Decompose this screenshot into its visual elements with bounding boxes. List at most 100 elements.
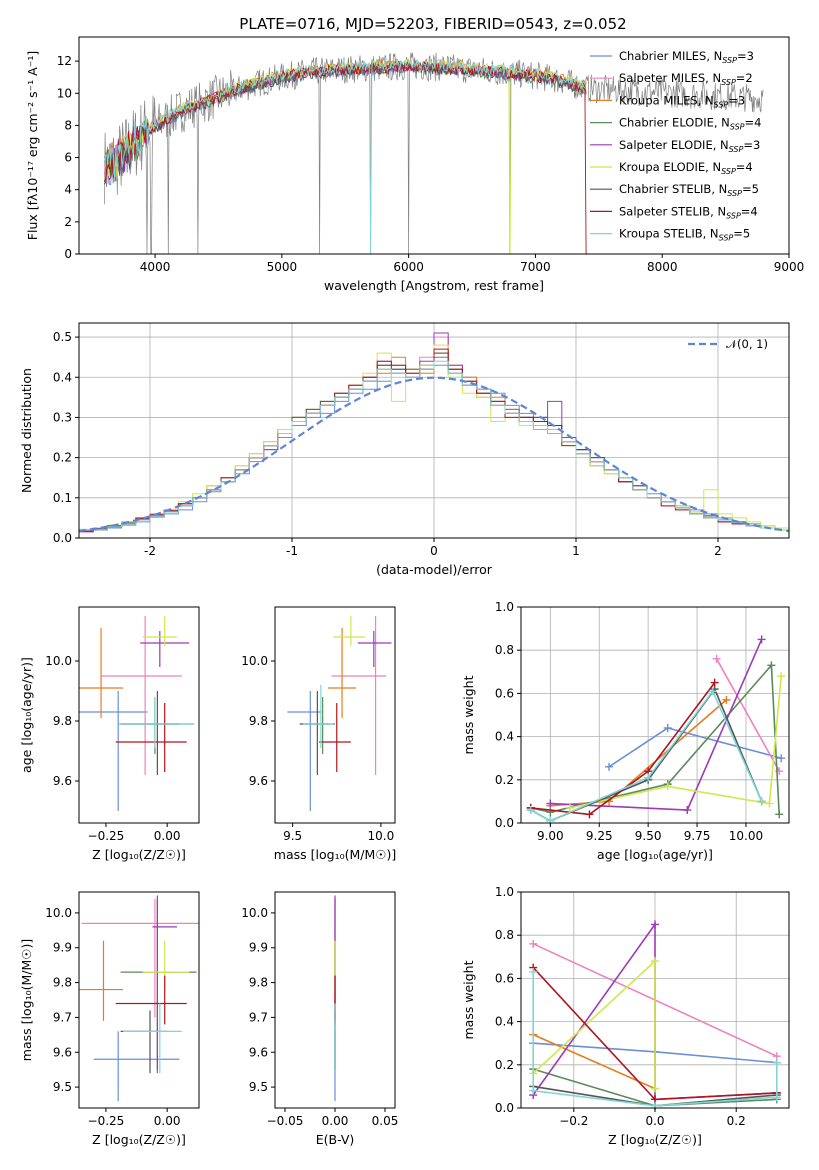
model-fit-9	[103, 57, 587, 254]
weight-marker	[710, 678, 719, 687]
plot-area	[287, 616, 392, 811]
y-tick-label: 9.9	[249, 941, 268, 955]
legend-label: 𝒩(0, 1)	[726, 337, 768, 351]
axes: −0.25 0.00 9.5 9.6 9.7 9.8 9.9 10.0 Z [log₁₀(Z/Z…	[19, 906, 186, 1147]
weight-marker	[708, 687, 717, 696]
y-tick-label: 0.6	[495, 686, 514, 700]
weight-marker	[683, 806, 692, 815]
y-tick-label: 10.0	[241, 906, 268, 920]
plot-area	[521, 891, 789, 1110]
error-cross	[327, 628, 357, 718]
panel-spectrum: 4000 5000 6000 7000 8000 9000 0 2 4 6 8 10 12 wavelen…	[25, 36, 804, 293]
legend-label: Kroupa MILES, NSSP=3	[619, 93, 745, 109]
error-cross	[79, 940, 124, 1021]
error-cross	[101, 616, 182, 775]
axes: 9.00 9.25 9.50 9.75 10.00 0.0 0.2 0.4 0.6 0.8 1.0 a…	[461, 600, 763, 862]
error-cross	[305, 697, 335, 754]
x-tick-label: 9.50	[635, 829, 662, 843]
weight-marker	[765, 799, 774, 808]
weight-series	[546, 635, 766, 815]
x-axis-label: Z [log₁₀(Z/Z☉)]	[92, 1132, 186, 1147]
x-axis-label: E(B-V)	[316, 1132, 355, 1147]
panel-residuals: -2 -1 0 1 2 0.0 0.1 0.2 0.3 0.4 0.5 (data-model)/er…	[19, 322, 790, 577]
plot-frame	[274, 606, 396, 824]
plot-frame	[78, 36, 790, 255]
y-tick-label: 2	[64, 215, 72, 229]
weight-line	[530, 687, 763, 822]
weight-series	[526, 678, 719, 819]
weight-marker	[651, 957, 659, 966]
weight-marker	[529, 939, 538, 948]
plot-area	[521, 606, 789, 825]
plot-frame	[78, 606, 200, 824]
error-cross	[93, 1031, 180, 1102]
weight-line	[608, 727, 782, 768]
axes: −0.05 0.00 0.05 9.5 9.6 9.7 9.8 9.9 10.0 E(B-V)	[241, 906, 398, 1147]
x-axis-label: age [log₁₀(age/yr)]	[597, 847, 713, 862]
weight-marker	[777, 754, 786, 763]
legend-label: Chabrier STELIB, NSSP=5	[619, 182, 759, 198]
x-tick-label: 7000	[520, 260, 551, 274]
error-cross	[81, 898, 199, 1018]
error-cross	[115, 975, 187, 1025]
weight-marker	[777, 672, 786, 681]
axes: −0.25 0.00 9.6 9.8 10.0 Z [log₁₀(Z/Z☉)] age [l…	[19, 654, 186, 862]
y-tick-label: 9.7	[249, 1010, 268, 1024]
error-cross	[120, 898, 197, 1074]
x-tick-label: 0.05	[372, 1114, 399, 1128]
x-tick-label: 10.00	[729, 829, 763, 843]
weight-marker	[663, 782, 672, 791]
legend-label: Chabrier MILES, NSSP=3	[619, 49, 754, 65]
x-tick-label: 0.00	[154, 829, 181, 843]
weight-marker	[585, 810, 594, 819]
error-cross	[287, 691, 321, 811]
weight-marker	[712, 654, 721, 663]
y-tick-label: 6	[64, 151, 72, 165]
y-tick-label: 10	[57, 86, 72, 100]
weight-marker	[529, 1086, 538, 1095]
axes: 4000 5000 6000 7000 8000 9000 0 2 4 6 8 10 12 wavelen…	[25, 51, 804, 293]
legend-label: Salpeter MILES, NSSP=2	[619, 71, 753, 87]
weight-line	[530, 689, 763, 822]
plot-frame	[520, 891, 790, 1109]
y-tick-label: 10.0	[45, 654, 72, 668]
legend-label: Chabrier ELODIE, NSSP=4	[619, 116, 761, 132]
weight-series	[529, 967, 781, 1110]
error-cross	[331, 616, 387, 775]
y-tick-label: 0.4	[495, 1015, 514, 1029]
model-fit-6	[103, 58, 587, 254]
weight-line	[715, 658, 780, 772]
x-tick-label: 0.0	[645, 1114, 664, 1128]
weight-line	[530, 682, 716, 816]
weight-line	[530, 663, 780, 815]
y-tick-label: 0.0	[495, 816, 514, 830]
x-axis-label: Z [log₁₀(Z/Z☉)]	[92, 847, 186, 862]
y-tick-label: 0.0	[53, 531, 72, 545]
y-tick-label: 9.8	[53, 714, 72, 728]
plot-area	[79, 323, 789, 538]
panel-mass_vs_age: 9.5 10.0 9.6 9.8 10.0 mass [log₁₀(M/M☉)]	[241, 606, 396, 862]
weight-marker	[651, 1084, 659, 1093]
error-cross	[79, 691, 148, 811]
x-tick-label: 9000	[774, 260, 805, 274]
y-tick-label: 0	[64, 247, 72, 261]
x-tick-label: 9.5	[283, 829, 302, 843]
y-tick-label: 0.8	[495, 928, 514, 942]
plot-frame	[78, 322, 790, 539]
y-tick-label: 9.8	[249, 976, 268, 990]
y-tick-label: 9.6	[53, 1045, 72, 1059]
y-axis-label: Flux [fλ10⁻¹⁷ erg cm⁻² s⁻¹ A⁻¹]	[25, 51, 40, 240]
axes: -2 -1 0 1 2 0.0 0.1 0.2 0.3 0.4 0.5 (data-model)/er…	[19, 330, 722, 577]
error-cross	[115, 703, 187, 772]
y-tick-label: 0.2	[495, 773, 514, 787]
panel-age_weights: 9.00 9.25 9.50 9.75 10.00 0.0 0.2 0.4 0.6 0.8 1.0 a…	[461, 600, 790, 862]
y-tick-label: 8	[64, 118, 72, 132]
legend-label: Salpeter STELIB, NSSP=4	[619, 204, 758, 220]
x-tick-label: 10.0	[368, 829, 395, 843]
y-tick-label: 0.0	[495, 1101, 514, 1115]
y-tick-label: 9.6	[53, 774, 72, 788]
plot-area	[103, 52, 764, 254]
observed-spectrum	[104, 52, 764, 254]
weight-marker	[546, 799, 555, 808]
axes: −0.2 0.0 0.2 0.0 0.2 0.4 0.6 0.8 1.0 Z [log₁₀(Z/Z…	[461, 885, 746, 1147]
